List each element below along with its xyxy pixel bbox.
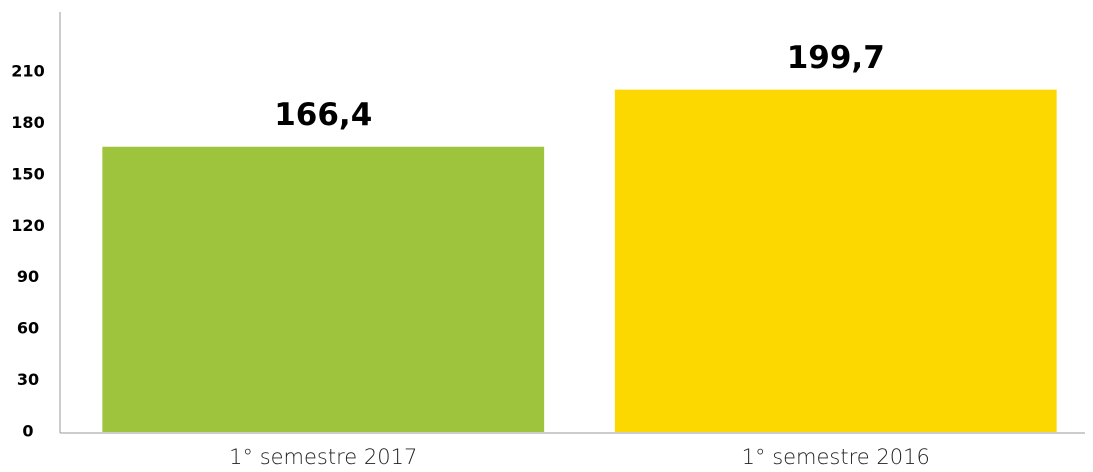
y-tick-label: 120 bbox=[11, 216, 44, 235]
x-tick-label: 1° semestre 2017 bbox=[229, 445, 417, 469]
y-tick-label: 180 bbox=[11, 113, 44, 132]
y-tick-label: 30 bbox=[17, 370, 39, 389]
y-tick-label: 0 bbox=[22, 422, 33, 441]
y-tick-label: 90 bbox=[17, 267, 39, 286]
y-tick-label: 60 bbox=[17, 319, 39, 338]
value-label: 166,4 bbox=[274, 97, 372, 133]
value-label: 199,7 bbox=[787, 40, 885, 76]
bar bbox=[614, 89, 1057, 433]
bar bbox=[102, 146, 545, 432]
y-tick-label: 150 bbox=[11, 164, 44, 183]
x-tick-label: 1° semestre 2016 bbox=[742, 445, 930, 469]
y-tick-label: 210 bbox=[11, 62, 44, 81]
